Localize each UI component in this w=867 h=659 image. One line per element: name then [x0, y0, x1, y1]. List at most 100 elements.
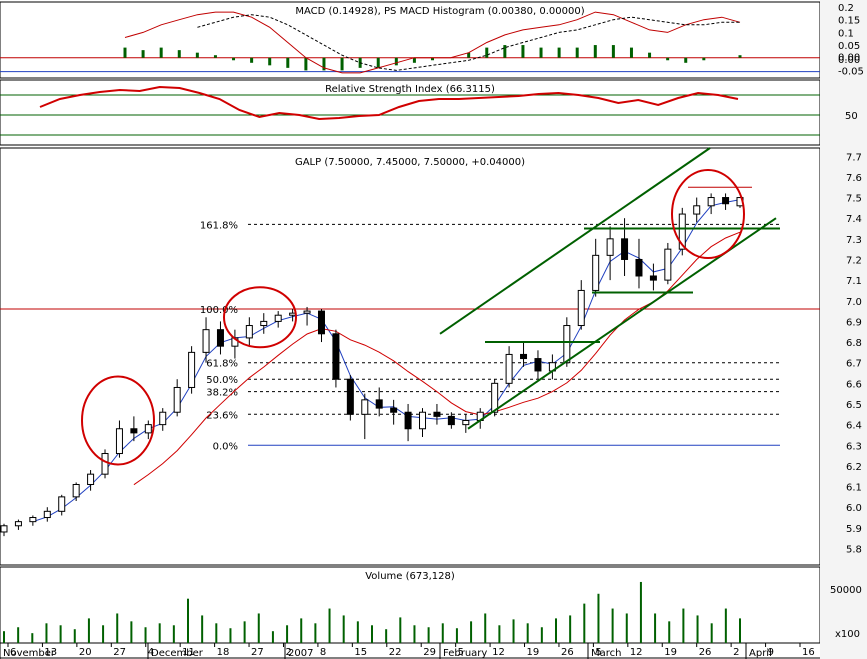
candle-body	[14, 521, 22, 527]
ma-long-line	[133, 231, 741, 486]
candle-body	[433, 411, 441, 417]
price-tick-label: 6.3	[846, 441, 862, 452]
price-tick-label: 6.9	[846, 317, 862, 328]
candle-body	[101, 453, 109, 475]
x-month-label: March	[591, 648, 621, 659]
x-tick-label: 8	[320, 647, 326, 658]
x-tick-label: 9	[768, 647, 774, 658]
x-tick-label: 19	[527, 647, 540, 658]
candle-body	[606, 238, 614, 256]
candle-body	[491, 382, 499, 413]
price-tick-label: 6.2	[846, 462, 862, 473]
candle-body	[216, 329, 224, 347]
x-tick-label: 18	[217, 647, 230, 658]
candle-body	[635, 258, 643, 277]
candle-body	[649, 275, 657, 281]
candle-body	[390, 407, 398, 413]
price-tick-label: 5.9	[846, 524, 862, 535]
x-tick-label: 27	[113, 647, 126, 658]
candle-body	[577, 289, 585, 327]
macd-signal-line	[197, 14, 740, 71]
macd-tick-label: -0.05	[838, 66, 864, 77]
volume-title: Volume (673,128)	[365, 571, 455, 582]
price-tick-label: 6.8	[846, 338, 862, 349]
candle-body	[447, 415, 455, 426]
x-tick-label: 19	[664, 647, 677, 658]
candle-body	[303, 310, 311, 314]
trendline	[439, 147, 711, 335]
macd-tick-label: 0.05	[838, 41, 860, 52]
x-tick-label: 15	[354, 647, 367, 658]
price-tick-label: 7.3	[846, 235, 862, 246]
x-tick-label: 5	[458, 647, 464, 658]
candle-body	[375, 399, 383, 409]
x-tick-label: 22	[389, 647, 402, 658]
macd-tick-label: 0.1	[838, 28, 854, 39]
candle-body	[462, 419, 470, 426]
rsi-title: Relative Strength Index (66.3115)	[325, 84, 495, 95]
candle-body	[722, 197, 730, 205]
candle-body	[144, 424, 152, 434]
x-month-label: February	[443, 648, 487, 659]
price-tick-label: 7.6	[846, 173, 862, 184]
candle-body	[188, 351, 196, 388]
fib-level-label: 161.8%	[200, 220, 238, 231]
candle-body	[361, 399, 369, 415]
candle-body	[260, 320, 268, 327]
highlight-circle	[81, 375, 155, 466]
candle-body	[621, 238, 629, 260]
candle-body	[563, 325, 571, 364]
price-tick-label: 7.1	[846, 276, 862, 287]
x-tick-label: 2	[285, 647, 291, 658]
price-tick-label: 7.0	[846, 297, 862, 308]
price-tick-label: 6.5	[846, 400, 862, 411]
candle-body	[678, 213, 686, 250]
candle-body	[707, 197, 715, 207]
axis-gutter	[820, 0, 867, 659]
x-tick-label: 26	[699, 647, 712, 658]
candle-body	[592, 254, 600, 291]
rsi-line	[39, 85, 739, 121]
x-tick-label: 5	[595, 647, 601, 658]
price-tick-label: 7.5	[846, 194, 862, 205]
candle-body	[534, 358, 542, 372]
candle-body	[274, 314, 282, 322]
x-tick-label: 27	[251, 647, 264, 658]
candle-body	[29, 517, 37, 523]
x-tick-label: 29	[423, 647, 436, 658]
fib-level-label: 0.0%	[213, 441, 238, 452]
fib-level-label: 38.2%	[206, 388, 238, 399]
x-tick-label: 13	[44, 647, 57, 658]
candle-body	[202, 329, 210, 353]
candle-body	[404, 411, 412, 430]
x-month-label: November	[3, 648, 56, 659]
fib-level-label: 50.0%	[206, 375, 238, 386]
candle-body	[43, 510, 51, 519]
candle-body	[115, 428, 123, 455]
price-tick-label: 6.7	[846, 359, 862, 370]
candle-body	[245, 325, 253, 339]
macd-tick-label: 0.00	[838, 52, 860, 63]
x-month-label: 2007	[288, 648, 313, 659]
candle-body	[159, 411, 167, 426]
x-month-label: December	[151, 648, 204, 659]
x-tick-label: 26	[561, 647, 574, 658]
candle-body	[87, 473, 95, 485]
fib-level-label: 100.0%	[200, 305, 238, 316]
price-tick-label: 7.7	[846, 152, 862, 163]
x-tick-label: 11	[182, 647, 195, 658]
highlight-circle	[223, 286, 297, 349]
price-tick-label: 6.0	[846, 503, 862, 514]
candle-body	[58, 496, 66, 512]
macd-panel-frame	[0, 1, 821, 79]
price-tick-label: 6.1	[846, 483, 862, 494]
price-tick-label: 5.8	[846, 544, 862, 555]
x-tick-label: 20	[79, 647, 92, 658]
candle-body	[693, 205, 701, 215]
candle-body	[173, 386, 181, 413]
candle-body	[317, 310, 325, 335]
macd-title: MACD (0.14928), PS MACD Histogram (0.003…	[295, 6, 584, 17]
volume-tick-label: 50000	[830, 585, 862, 596]
candle-body	[346, 378, 354, 415]
